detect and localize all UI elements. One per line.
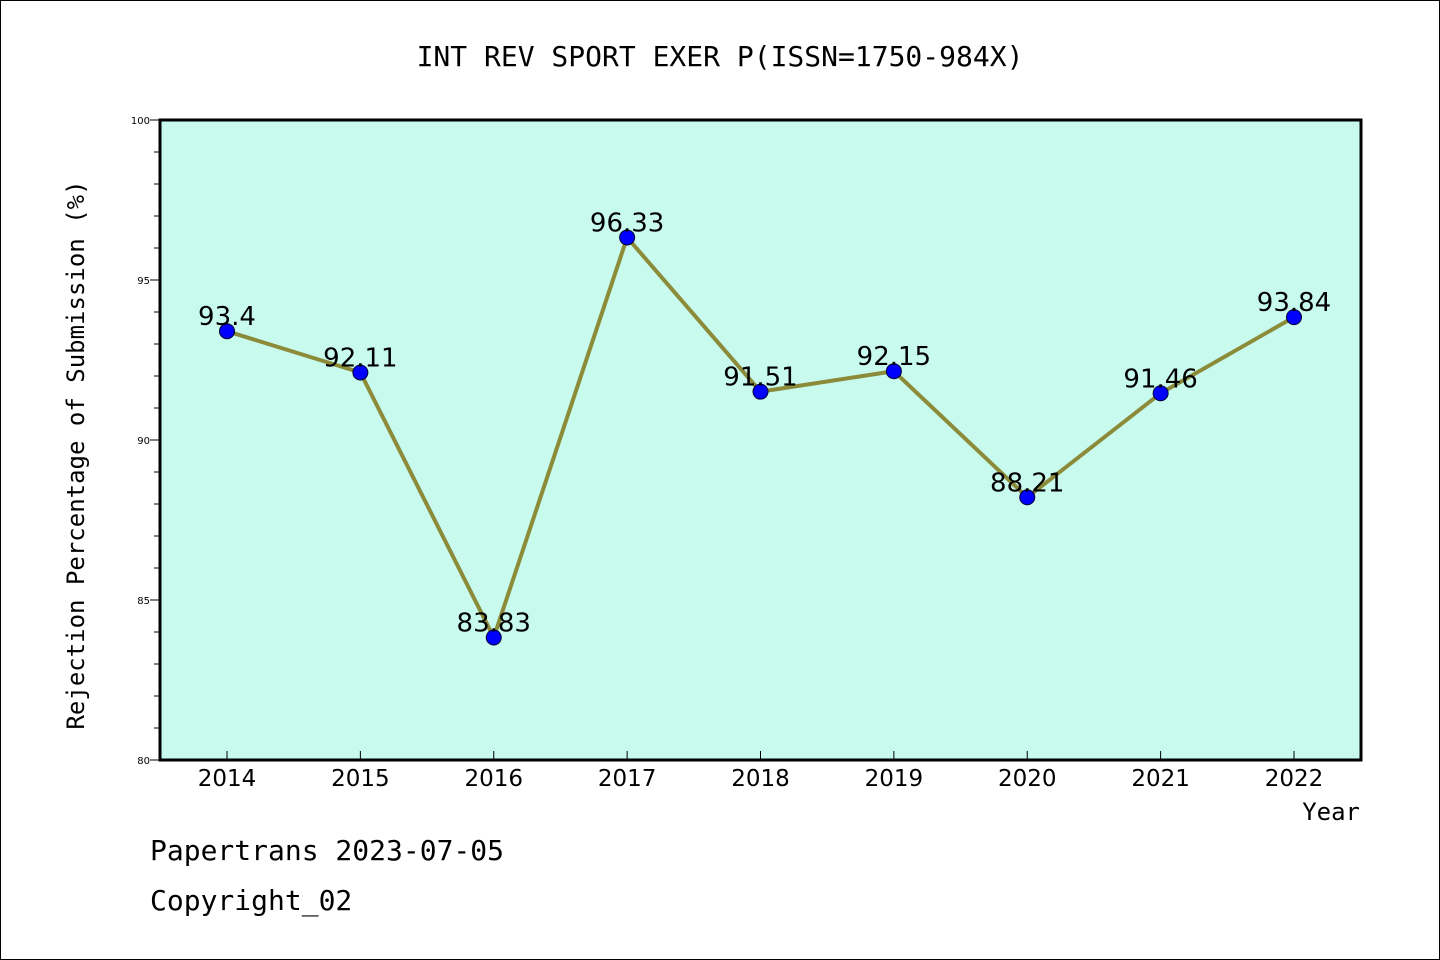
data-label: 93.4 <box>198 302 256 332</box>
data-point <box>885 363 902 380</box>
data-label: 91.46 <box>1123 364 1197 394</box>
plot-area <box>158 118 1363 762</box>
data-labels: 93.4 92.11 83.83 96.33 91.51 92.15 88.21 91.46 9… <box>198 208 1331 638</box>
x-tick-label: 2018 <box>731 766 790 792</box>
data-label: 93.84 <box>1257 288 1331 318</box>
series-markers <box>219 229 1302 646</box>
x-tick-label: 2021 <box>1131 766 1190 792</box>
chart-title: INT REV SPORT EXER P(ISSN=1750-984X) <box>417 40 1024 73</box>
y-axis-label: Rejection Percentage of Submission (%) <box>62 180 90 729</box>
data-label: 88.21 <box>990 468 1064 498</box>
data-point <box>352 364 369 381</box>
data-label: 92.15 <box>857 342 931 372</box>
x-axis: 2014 2015 2016 2017 2018 2019 2020 2021 2022 <box>198 751 1324 792</box>
x-tick-label: 2022 <box>1265 766 1324 792</box>
data-point <box>619 229 636 246</box>
data-point <box>1152 385 1169 402</box>
data-point <box>485 629 502 646</box>
y-tick-label: 80 <box>137 756 150 767</box>
x-tick-label: 2019 <box>865 766 924 792</box>
data-point <box>1019 489 1036 506</box>
data-point <box>1286 309 1302 326</box>
data-label: 91.51 <box>723 363 797 393</box>
data-label: 96.33 <box>590 208 664 238</box>
x-tick-label: 2016 <box>464 766 523 792</box>
footer-copyright: Copyright_02 <box>150 884 353 917</box>
data-label: 92.11 <box>323 343 397 373</box>
y-tick-label: 85 <box>137 596 150 607</box>
y-tick-label: 90 <box>137 436 150 447</box>
x-tick-label: 2015 <box>331 766 390 792</box>
footer-date: Papertrans 2023-07-05 <box>150 834 505 867</box>
x-tick-label: 2017 <box>598 766 657 792</box>
data-point <box>219 323 235 340</box>
data-point <box>752 383 769 400</box>
x-tick-label: 2020 <box>998 766 1057 792</box>
x-axis-label: Year <box>1302 798 1360 826</box>
y-axis: 80 85 90 95 100 <box>131 116 160 767</box>
y-tick-label: 100 <box>131 116 150 127</box>
y-tick-label: 95 <box>137 276 150 287</box>
data-label: 83.83 <box>457 608 531 638</box>
x-tick-label: 2014 <box>198 766 257 792</box>
